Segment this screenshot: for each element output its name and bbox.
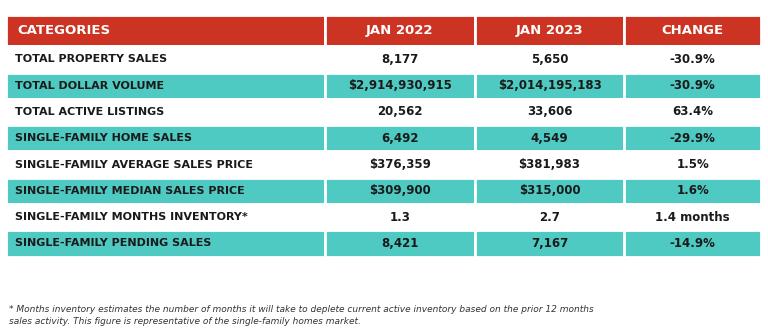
- FancyBboxPatch shape: [624, 72, 761, 99]
- Text: 1.3: 1.3: [389, 211, 410, 224]
- Text: * Months inventory estimates the number of months it will take to deplete curren: * Months inventory estimates the number …: [9, 305, 594, 326]
- Text: SINGLE-FAMILY AVERAGE SALES PRICE: SINGLE-FAMILY AVERAGE SALES PRICE: [15, 160, 253, 169]
- FancyBboxPatch shape: [325, 204, 475, 230]
- Text: 1.5%: 1.5%: [677, 158, 709, 171]
- Text: 5,650: 5,650: [531, 53, 568, 66]
- Text: 20,562: 20,562: [377, 106, 422, 118]
- FancyBboxPatch shape: [6, 230, 325, 257]
- FancyBboxPatch shape: [475, 125, 624, 151]
- Text: 1.4 months: 1.4 months: [655, 211, 730, 224]
- FancyBboxPatch shape: [475, 204, 624, 230]
- Text: 63.4%: 63.4%: [672, 106, 713, 118]
- FancyBboxPatch shape: [624, 204, 761, 230]
- FancyBboxPatch shape: [475, 72, 624, 99]
- FancyBboxPatch shape: [325, 72, 475, 99]
- FancyBboxPatch shape: [6, 72, 325, 99]
- FancyBboxPatch shape: [325, 151, 475, 178]
- Text: 1.6%: 1.6%: [677, 184, 709, 197]
- FancyBboxPatch shape: [475, 230, 624, 257]
- Text: 6,492: 6,492: [381, 132, 419, 145]
- Text: TOTAL DOLLAR VOLUME: TOTAL DOLLAR VOLUME: [15, 81, 164, 91]
- Text: 8,421: 8,421: [381, 237, 419, 250]
- FancyBboxPatch shape: [6, 178, 325, 204]
- FancyBboxPatch shape: [624, 230, 761, 257]
- Text: SINGLE-FAMILY HOME SALES: SINGLE-FAMILY HOME SALES: [15, 133, 192, 143]
- Text: $2,914,930,915: $2,914,930,915: [348, 79, 452, 92]
- FancyBboxPatch shape: [325, 178, 475, 204]
- FancyBboxPatch shape: [624, 178, 761, 204]
- FancyBboxPatch shape: [475, 46, 624, 72]
- FancyBboxPatch shape: [325, 15, 475, 46]
- Text: -30.9%: -30.9%: [670, 53, 716, 66]
- FancyBboxPatch shape: [475, 15, 624, 46]
- FancyBboxPatch shape: [475, 151, 624, 178]
- Text: -29.9%: -29.9%: [670, 132, 716, 145]
- Text: JAN 2022: JAN 2022: [366, 24, 433, 37]
- Text: 33,606: 33,606: [527, 106, 572, 118]
- Text: $376,359: $376,359: [369, 158, 431, 171]
- Text: $381,983: $381,983: [518, 158, 581, 171]
- Text: -30.9%: -30.9%: [670, 79, 716, 92]
- Text: TOTAL ACTIVE LISTINGS: TOTAL ACTIVE LISTINGS: [15, 107, 164, 117]
- Text: TOTAL PROPERTY SALES: TOTAL PROPERTY SALES: [15, 54, 167, 64]
- Text: $2,014,195,183: $2,014,195,183: [498, 79, 601, 92]
- FancyBboxPatch shape: [6, 204, 325, 230]
- Text: $309,900: $309,900: [369, 184, 431, 197]
- Text: 8,177: 8,177: [381, 53, 419, 66]
- FancyBboxPatch shape: [624, 151, 761, 178]
- Text: -14.9%: -14.9%: [670, 237, 716, 250]
- FancyBboxPatch shape: [325, 46, 475, 72]
- FancyBboxPatch shape: [475, 99, 624, 125]
- FancyBboxPatch shape: [6, 15, 325, 46]
- Text: CATEGORIES: CATEGORIES: [17, 24, 110, 37]
- FancyBboxPatch shape: [6, 99, 325, 125]
- Text: 4,549: 4,549: [531, 132, 568, 145]
- FancyBboxPatch shape: [325, 99, 475, 125]
- Text: SINGLE-FAMILY MEDIAN SALES PRICE: SINGLE-FAMILY MEDIAN SALES PRICE: [15, 186, 245, 196]
- Text: SINGLE-FAMILY PENDING SALES: SINGLE-FAMILY PENDING SALES: [15, 239, 212, 248]
- Text: JAN 2023: JAN 2023: [515, 24, 584, 37]
- FancyBboxPatch shape: [624, 99, 761, 125]
- FancyBboxPatch shape: [624, 125, 761, 151]
- FancyBboxPatch shape: [624, 15, 761, 46]
- FancyBboxPatch shape: [6, 151, 325, 178]
- Text: 2.7: 2.7: [539, 211, 560, 224]
- Text: $315,000: $315,000: [518, 184, 581, 197]
- FancyBboxPatch shape: [6, 46, 325, 72]
- FancyBboxPatch shape: [475, 178, 624, 204]
- FancyBboxPatch shape: [325, 230, 475, 257]
- Text: SINGLE-FAMILY MONTHS INVENTORY*: SINGLE-FAMILY MONTHS INVENTORY*: [15, 212, 248, 222]
- Text: CHANGE: CHANGE: [662, 24, 723, 37]
- FancyBboxPatch shape: [325, 125, 475, 151]
- FancyBboxPatch shape: [624, 46, 761, 72]
- Text: 7,167: 7,167: [531, 237, 568, 250]
- FancyBboxPatch shape: [6, 125, 325, 151]
